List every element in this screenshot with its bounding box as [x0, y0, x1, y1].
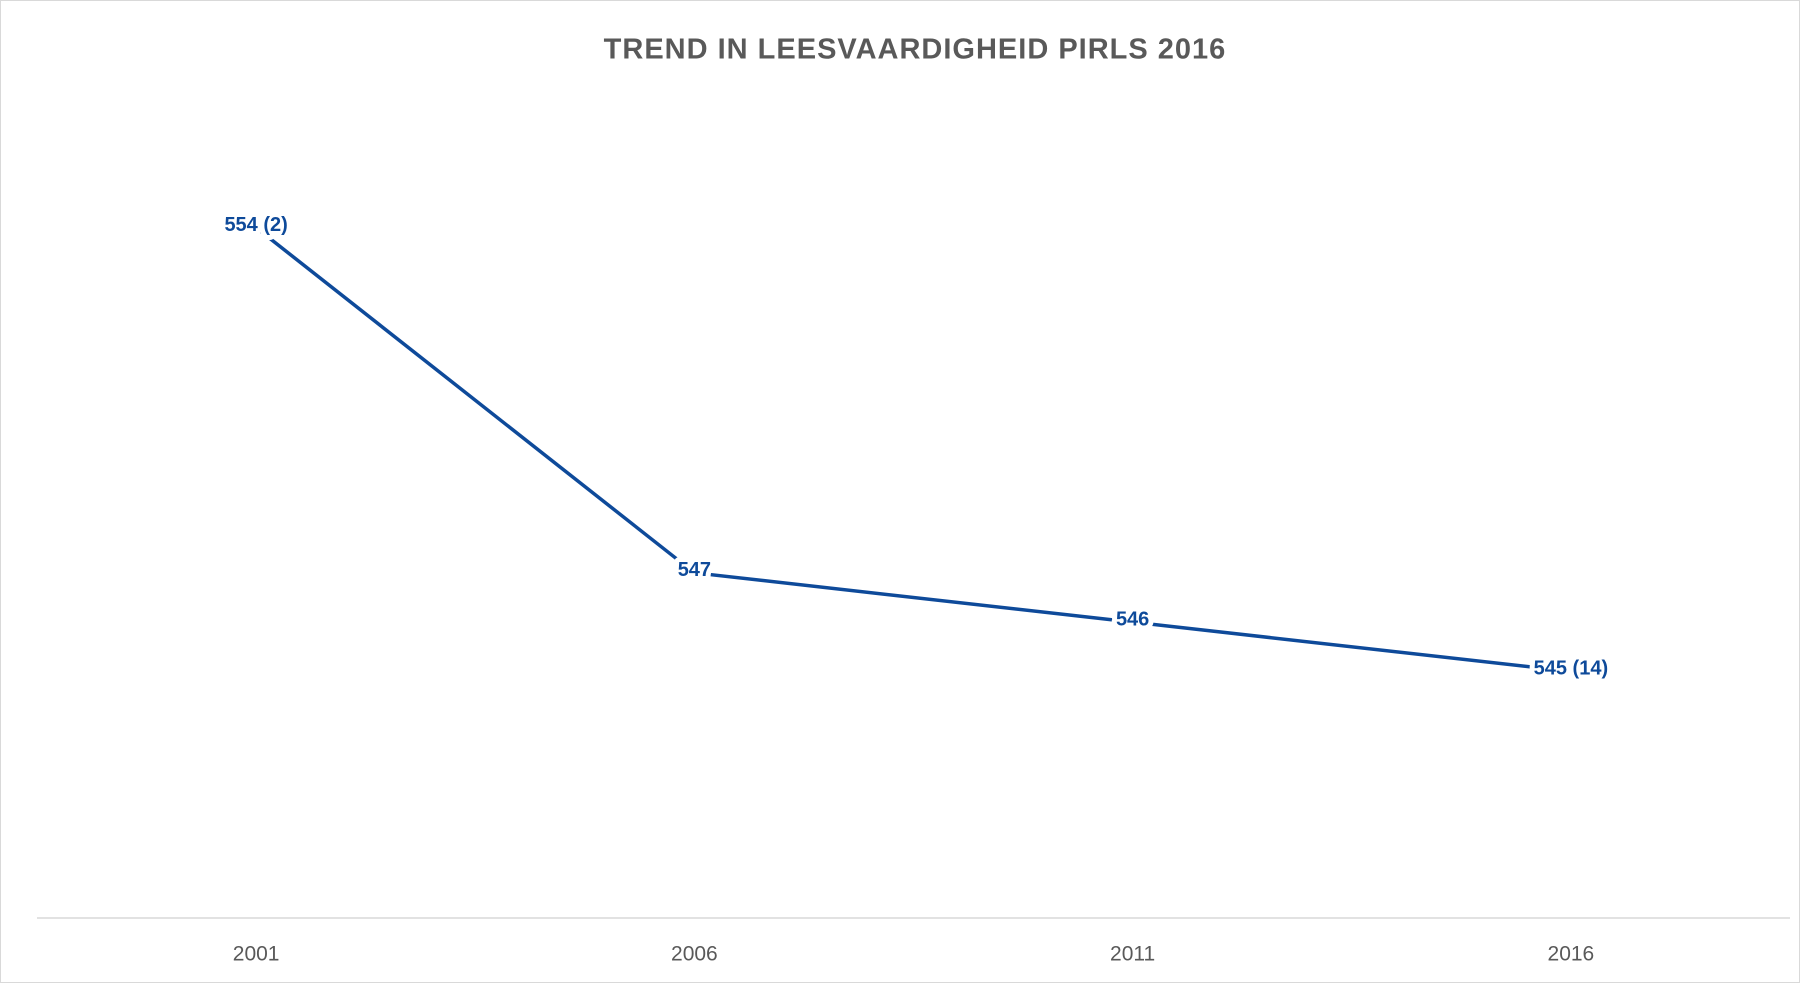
x-tick-label: 2011 [1110, 943, 1155, 966]
chart-title: TREND IN LEESVAARDIGHEID PIRLS 2016 [604, 34, 1227, 66]
line [255, 226, 1572, 674]
data-label: 546 [1116, 608, 1149, 630]
data-label: 547 [678, 559, 711, 581]
x-tick-label: 2001 [233, 943, 280, 966]
x-tick-label: 2006 [671, 943, 718, 966]
data-label: 545 (14) [1534, 658, 1609, 680]
x-tick-label: 2016 [1548, 943, 1595, 966]
data-label: 554 (2) [224, 214, 287, 236]
